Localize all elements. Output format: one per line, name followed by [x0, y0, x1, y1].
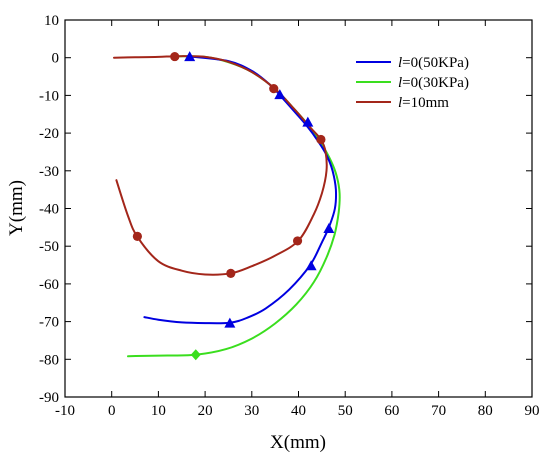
x-tick-label: 20 — [198, 403, 213, 419]
legend-label-value: =10mm — [402, 95, 449, 111]
x-tick-label: 80 — [478, 403, 493, 419]
legend-label-1: l=0(30KPa) — [398, 75, 469, 91]
y-tick-label: -40 — [39, 202, 59, 218]
series-2-marker — [292, 236, 303, 246]
y-tick-label: -80 — [39, 352, 59, 368]
series-0-marker — [305, 260, 317, 271]
y-tick-label: -30 — [39, 164, 59, 180]
series-2-marker — [226, 268, 236, 278]
x-tick-label: 90 — [525, 403, 540, 419]
x-tick-label: 0 — [108, 403, 116, 419]
axis-ticks: -10 0 10 20 30 40 50 60 70 80 90100-10-20-30-40-50… — [39, 13, 540, 419]
series-2-marker — [170, 51, 180, 62]
legend-label-variable: l — [398, 55, 402, 71]
series-2-marker — [316, 134, 326, 145]
series-markers — [132, 51, 335, 361]
series-line-0 — [143, 55, 338, 325]
x-tick-label: -10 — [55, 403, 75, 419]
y-tick-label: 0 — [52, 51, 60, 67]
y-tick-label: -20 — [39, 126, 59, 142]
y-axis-title: Y(mm) — [6, 180, 27, 236]
series-0-marker — [323, 222, 335, 233]
x-tick-label: 40 — [291, 403, 306, 419]
x-axis-title: X(mm) — [270, 432, 326, 453]
legend-label-value: =0(30KPa) — [402, 75, 469, 91]
series-line-2 — [113, 55, 328, 276]
series-0-marker — [302, 116, 314, 127]
y-tick-label: -50 — [39, 239, 59, 255]
legend-label-variable: l — [398, 75, 402, 91]
y-tick-label: -60 — [39, 277, 59, 293]
legend-label-0: l=0(50KPa) — [398, 55, 469, 71]
series-0-marker — [224, 317, 236, 328]
x-tick-label: 70 — [431, 403, 446, 419]
series-1-marker — [190, 349, 201, 361]
x-tick-label: 10 — [151, 403, 166, 419]
series-0-marker — [274, 89, 286, 100]
legend-label-variable: l — [398, 95, 402, 111]
x-tick-label: 60 — [384, 403, 399, 419]
series-0-marker — [184, 51, 196, 62]
series-2-marker — [269, 84, 279, 94]
legend-label-value: =0(50KPa) — [402, 55, 469, 71]
series-lines — [113, 55, 341, 358]
x-tick-label: 50 — [338, 403, 353, 419]
series-line-1 — [127, 55, 341, 358]
y-tick-label: -70 — [39, 315, 59, 331]
series-2-marker — [132, 231, 142, 241]
x-tick-label: 30 — [244, 403, 259, 419]
legend-label-2: l=10mm — [398, 95, 449, 111]
y-tick-label: 10 — [44, 13, 59, 29]
legend: l=0(50KPa)l=0(30KPa)l=10mm — [356, 55, 469, 111]
y-tick-label: -10 — [39, 88, 59, 104]
y-tick-label: -90 — [39, 390, 59, 406]
